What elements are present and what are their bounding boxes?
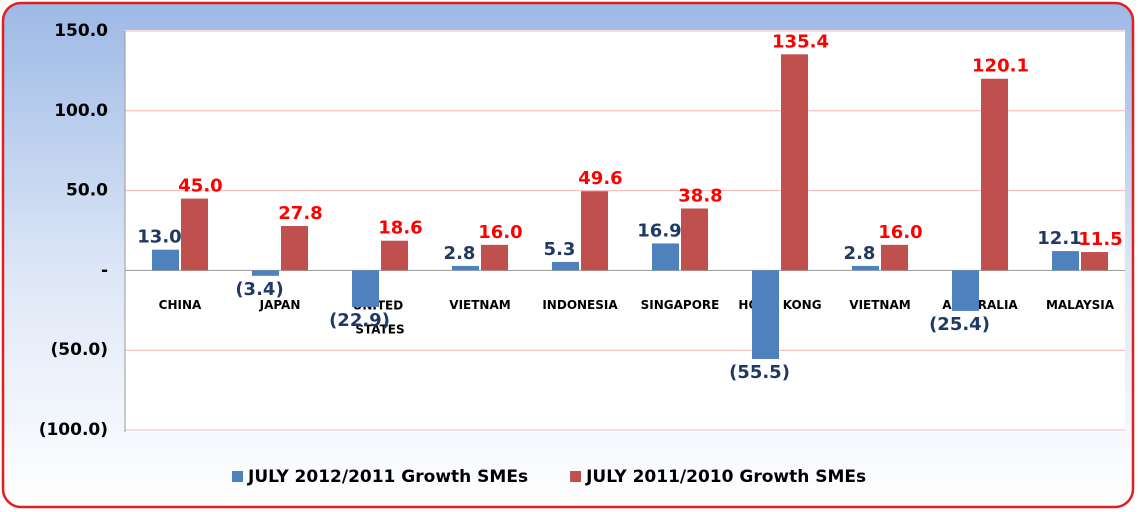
data-label: (3.4): [235, 279, 283, 300]
bar: [481, 244, 508, 271]
bar: [781, 54, 808, 271]
bar: [881, 244, 908, 271]
bar: [952, 270, 979, 311]
data-label: (55.5): [729, 362, 790, 383]
bar: [681, 208, 708, 271]
bar: [152, 249, 179, 271]
x-tick-label: SINGAPORE: [641, 298, 720, 312]
bar: [1052, 251, 1079, 271]
y-tick-label: (50.0): [51, 340, 108, 360]
legend-label: JULY 2012/2011 Growth SMEs: [247, 467, 528, 487]
data-label: 18.6: [378, 218, 422, 239]
data-label: 13.0: [137, 227, 181, 248]
legend-label: JULY 2011/2010 Growth SMEs: [585, 467, 866, 487]
legend-swatch: [232, 471, 243, 482]
y-tick-label: -: [101, 260, 108, 280]
data-label: 11.5: [1078, 229, 1122, 250]
legend-swatch: [570, 471, 582, 482]
y-tick-label: (100.0): [39, 420, 108, 440]
bar: [1081, 252, 1108, 271]
bar: [181, 198, 208, 271]
data-label: 45.0: [178, 176, 222, 197]
data-label: (25.4): [929, 314, 990, 335]
x-tick-label: MALAYSIA: [1046, 298, 1115, 312]
data-label: 27.8: [278, 203, 322, 224]
data-label: 16.0: [478, 222, 522, 243]
data-label: 2.8: [444, 243, 476, 264]
data-label: 38.8: [678, 185, 722, 206]
bar: [981, 78, 1008, 271]
data-label: 120.1: [972, 56, 1029, 77]
x-tick-line: STATES: [355, 322, 404, 336]
y-tick-label: 100.0: [54, 101, 108, 121]
data-label: (22.9): [329, 310, 390, 331]
bar: [652, 243, 679, 271]
x-tick-label: VIETNAM: [449, 298, 510, 312]
y-tick-label: 150.0: [54, 21, 108, 41]
data-label: 2.8: [844, 243, 876, 264]
x-tick-label: INDONESIA: [542, 298, 618, 312]
x-tick-label: UNITED STATES: [353, 298, 408, 336]
bar: [752, 270, 779, 359]
data-label: 16.0: [878, 222, 922, 243]
bar: [381, 240, 408, 271]
x-tick-label: JAPAN: [259, 298, 301, 312]
plot-area: [125, 30, 1125, 432]
bar: [581, 191, 608, 271]
data-label: 49.6: [578, 168, 622, 189]
bar: [281, 226, 308, 271]
bar: [552, 261, 579, 271]
data-label: 5.3: [544, 239, 576, 260]
data-label: 135.4: [772, 31, 829, 52]
x-tick-label: VIETNAM: [849, 298, 910, 312]
y-tick-label: 50.0: [66, 181, 108, 201]
data-label: 12.1: [1037, 228, 1081, 249]
bar: [352, 270, 379, 307]
x-tick-label: CHINA: [159, 298, 202, 312]
bar: [852, 265, 879, 271]
x-tick-label: HONG KONG: [738, 298, 821, 312]
bar: [452, 265, 479, 271]
data-label: 16.9: [637, 220, 681, 241]
bar: [252, 270, 279, 276]
